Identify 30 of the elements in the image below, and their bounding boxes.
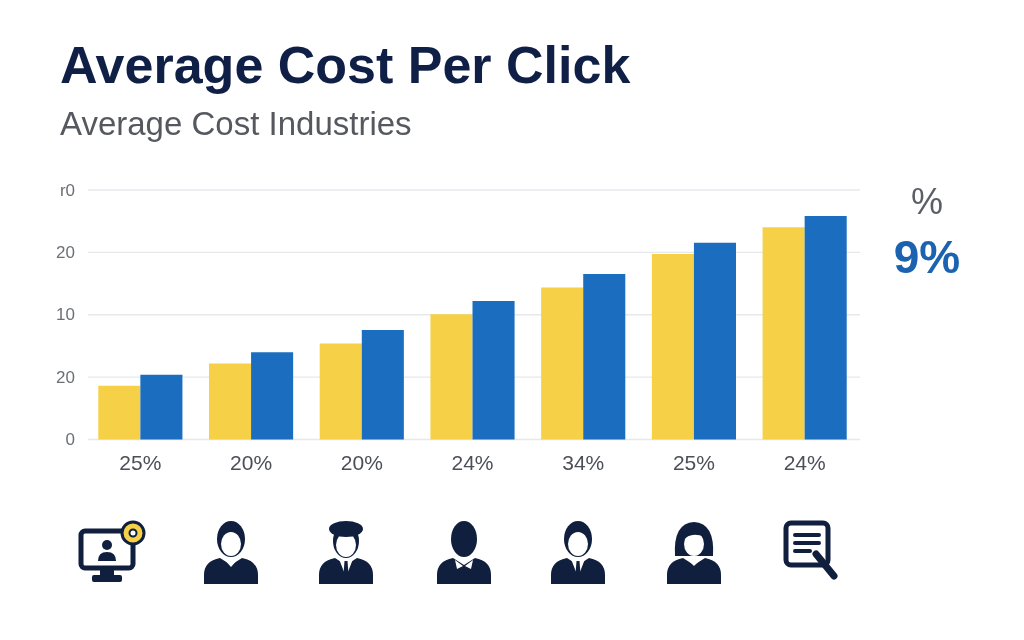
bar <box>251 352 294 440</box>
bar <box>472 300 515 440</box>
bar <box>98 385 141 440</box>
bar <box>140 374 183 440</box>
chart-subtitle: Average Cost Industries <box>60 105 412 142</box>
x-tick-label: 24% <box>451 450 494 474</box>
bar <box>651 254 694 440</box>
bar <box>209 363 252 440</box>
x-tick-label: 25% <box>119 450 162 474</box>
bar <box>693 242 736 440</box>
bar <box>583 274 626 440</box>
bar <box>361 329 404 440</box>
bar <box>541 287 584 440</box>
bar <box>804 216 847 440</box>
x-tick-label: 20% <box>230 450 273 474</box>
x-tick-label: 20% <box>340 450 383 474</box>
bar <box>319 343 362 440</box>
chart-title: Average Cost Per Click <box>60 36 631 94</box>
x-tick-label: 24% <box>783 450 826 474</box>
text: 9% <box>893 231 961 283</box>
text: % <box>910 180 944 222</box>
text: 20 <box>56 242 75 262</box>
bar <box>430 314 473 440</box>
x-tick-label: 25% <box>672 450 715 474</box>
bar <box>762 227 805 440</box>
x-tick-label: 34% <box>562 450 605 474</box>
text: 20 <box>56 367 75 387</box>
text: r0 <box>59 180 75 200</box>
text: 10 <box>56 305 75 325</box>
text: 0 <box>65 430 75 449</box>
